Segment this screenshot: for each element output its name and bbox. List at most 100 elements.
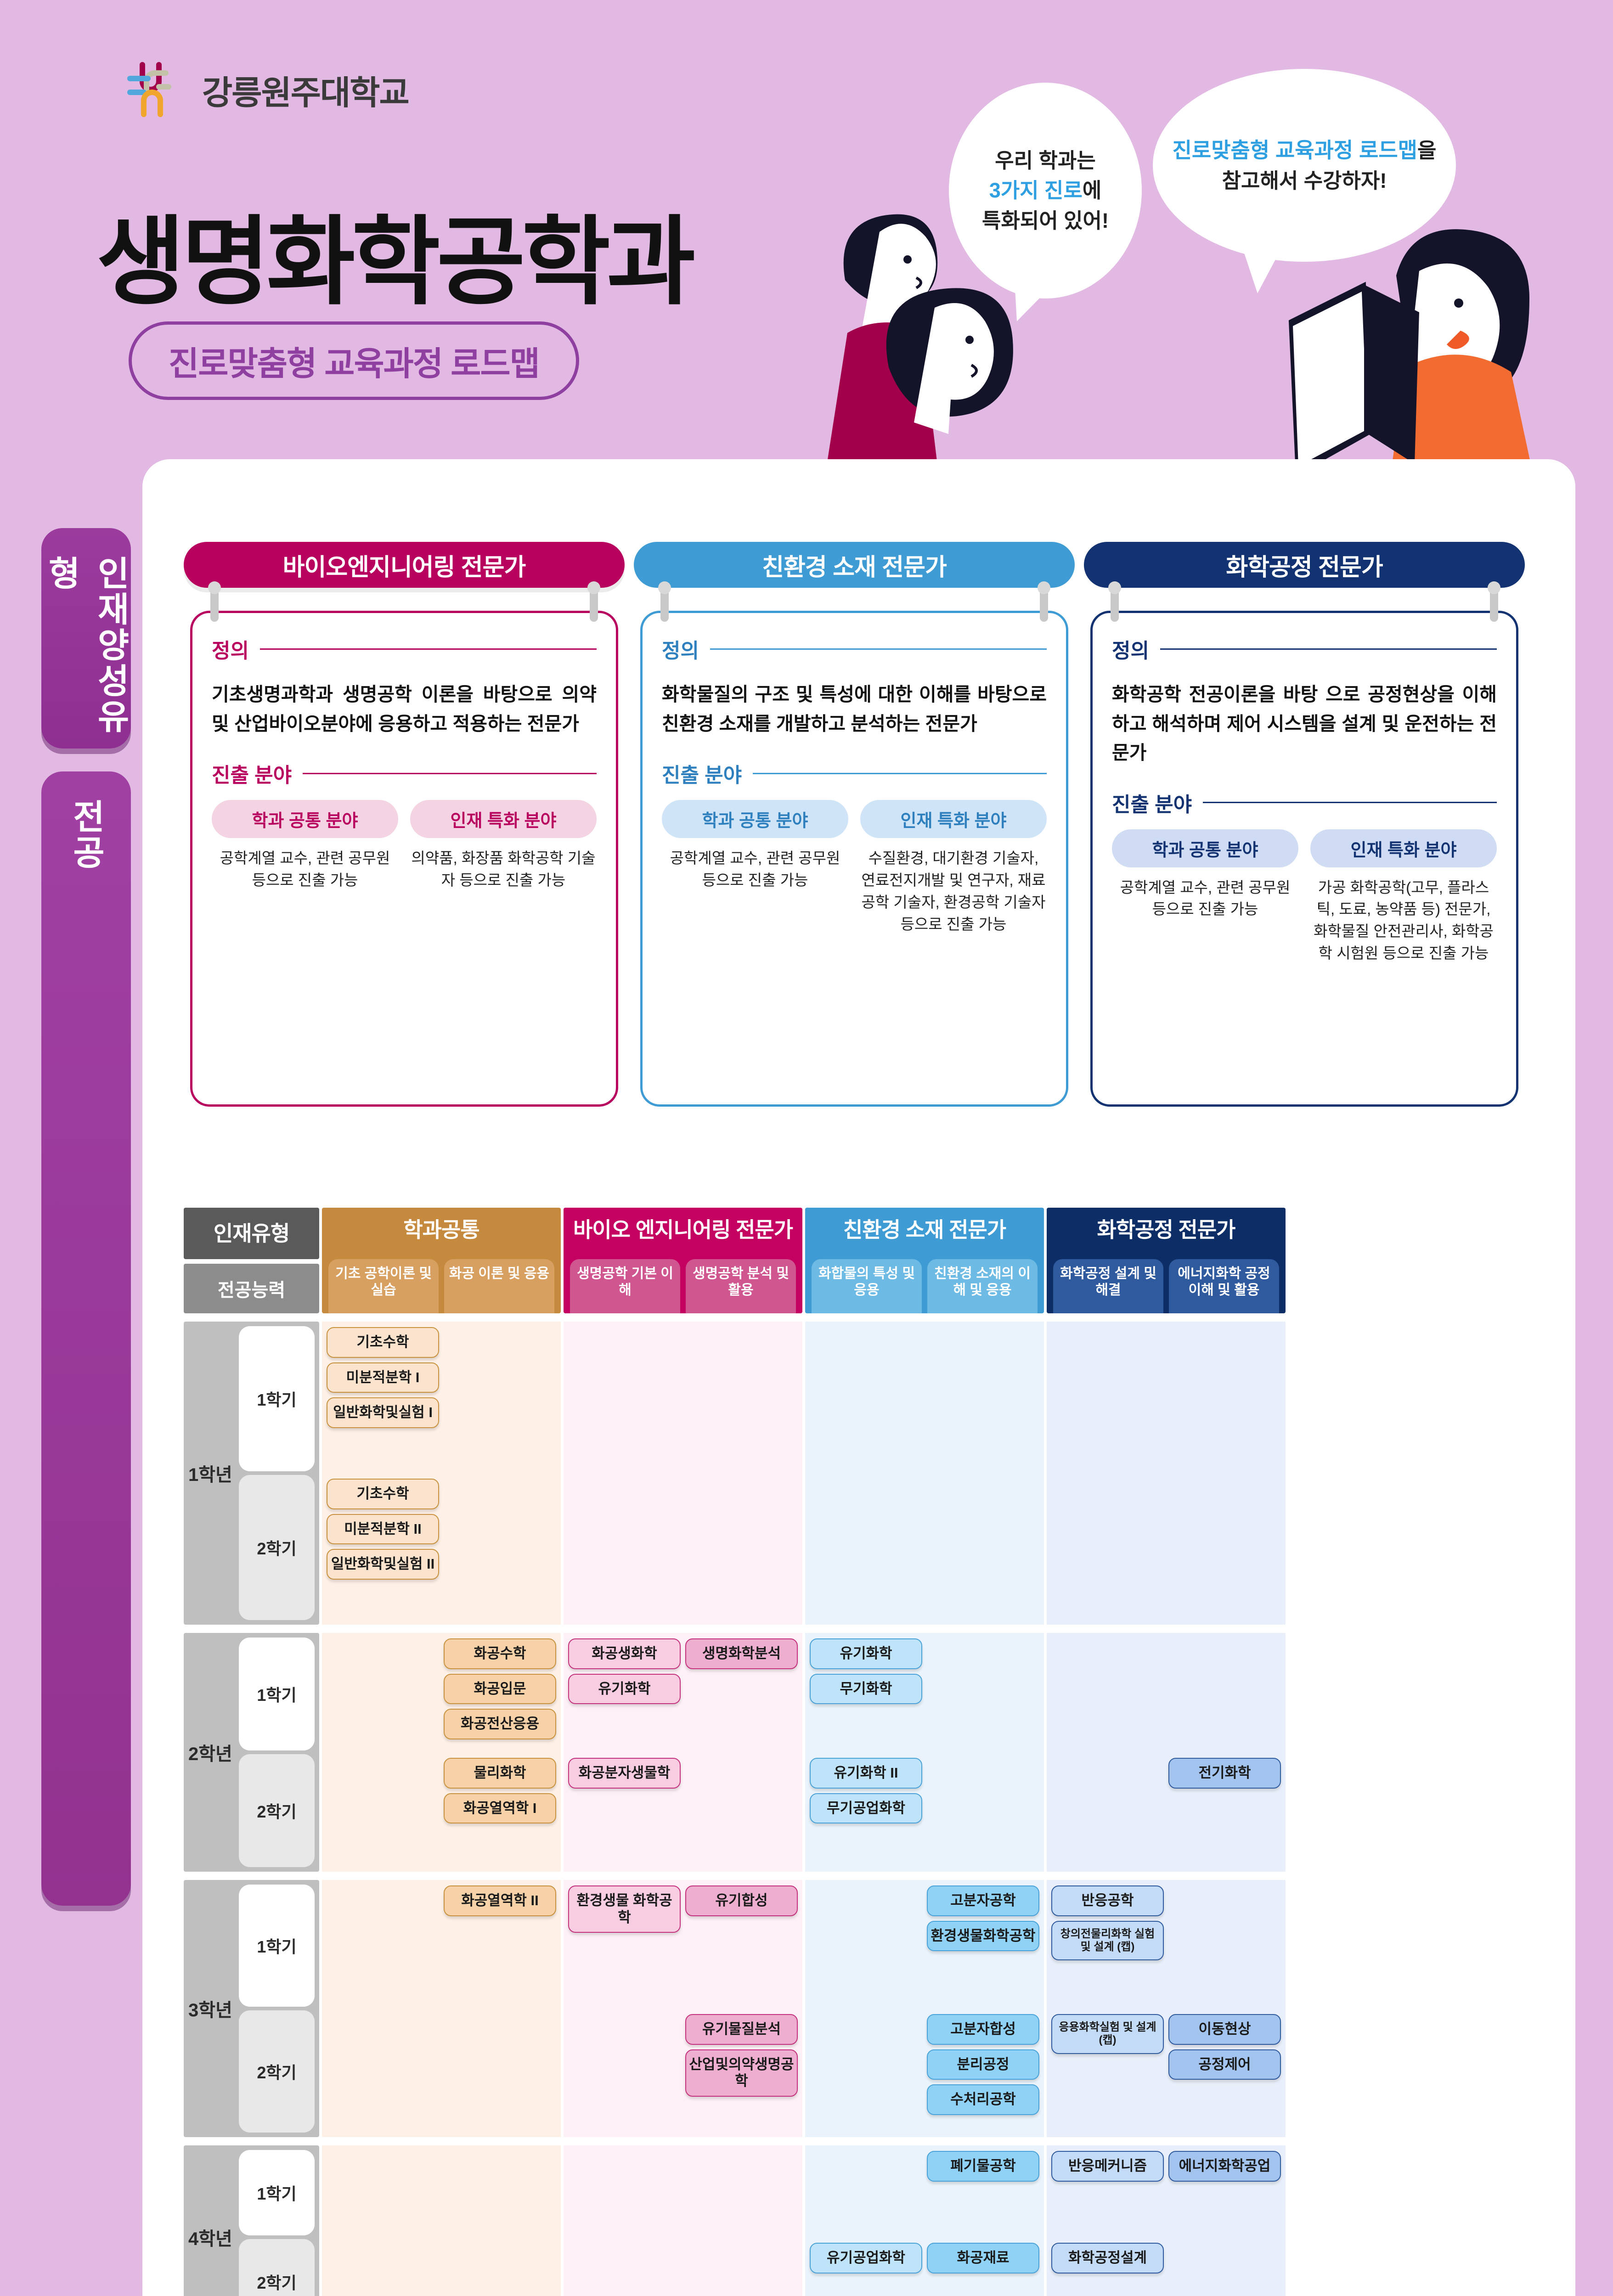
- curriculum-lane-bio: [564, 2145, 802, 2296]
- chip-common-1: 학과 공통 분야: [662, 800, 848, 838]
- header-col-bio: 바이오 엔지니어링 전문가 생명공학 기본 이해 생명공학 분석 및 활용: [564, 1208, 802, 1313]
- course-chip[interactable]: 응용화학실험 및 설계 (캡): [1051, 2014, 1164, 2054]
- lane-half-sem1: 환경생물 화학공학 유기합성: [564, 1880, 802, 2009]
- course-chip[interactable]: 수처리공학: [927, 2084, 1039, 2115]
- rule-line: [1160, 648, 1497, 650]
- course-chip[interactable]: 미분적분학 I: [327, 1362, 439, 1393]
- course-chip[interactable]: 화공재료: [927, 2243, 1039, 2273]
- year-label: 4학년: [188, 2229, 232, 2249]
- course-chip[interactable]: 일반화학및실험 II: [327, 1549, 439, 1580]
- page-header: 강릉원주대학교 생명화학공학과 진로맞춤형 교육과정 로드맵: [0, 0, 1613, 501]
- course-chip[interactable]: 반응메커니즘: [1051, 2151, 1164, 2182]
- year-label: 2학년: [188, 1744, 232, 1764]
- year-label-cell: 2학년 1학기 2학기: [184, 1633, 319, 1872]
- course-chip[interactable]: 화공열역학 II: [444, 1885, 556, 1916]
- year-label-cell: 1학년 1학기 2학기: [184, 1322, 319, 1625]
- course-chip[interactable]: 유기화학: [568, 1673, 681, 1705]
- definition-label-2: 정의: [1112, 640, 1149, 662]
- course-chip[interactable]: 에너지화학공업: [1168, 2151, 1281, 2182]
- expert-card-title-2: 화학공정 전문가: [1084, 542, 1525, 588]
- course-chip[interactable]: 화학공정설계: [1051, 2243, 1164, 2273]
- header-col-chem: 화학공정 전문가 화학공정 설계 및 해결 에너지화학 공정 이해 및 활용: [1047, 1208, 1286, 1313]
- course-chip[interactable]: 고분자공학: [927, 1885, 1039, 1916]
- course-chip[interactable]: 화공열역학 I: [444, 1793, 556, 1824]
- speech-bubble-students: 우리 학과는 3가지 진로에 특화되어 있어!: [949, 83, 1142, 298]
- chip-special-text-1: 수질환경, 대기환경 기술자, 연료전지개발 및 연구자, 재료공학 기술자, …: [861, 850, 1046, 933]
- course-chip[interactable]: 환경생물화학공학: [927, 1920, 1039, 1952]
- lane-half-sem2: [322, 2009, 561, 2137]
- student-female-illustration: [886, 288, 1013, 434]
- course-chip[interactable]: 공정제어: [1168, 2049, 1281, 2080]
- curriculum-lane-common: [322, 2145, 561, 2296]
- course-chip[interactable]: 유기물질분석: [685, 2014, 798, 2045]
- course-chip[interactable]: 미분적분학 II: [327, 1514, 439, 1545]
- course-subcolumn: 유기합성: [685, 1885, 798, 1916]
- course-chip[interactable]: 물리화학: [444, 1758, 556, 1789]
- year-label-cell: 3학년 1학기 2학기: [184, 1880, 319, 2137]
- roadmap-badge: 진로맞춤형 교육과정 로드맵: [129, 321, 579, 400]
- course-chip[interactable]: 생명화학분석: [685, 1638, 798, 1669]
- course-chip[interactable]: 분리공정: [927, 2049, 1039, 2080]
- course-chip[interactable]: 반응공학: [1051, 1885, 1164, 1916]
- sidebar-tab-talent-type[interactable]: 인재양성유형: [41, 528, 131, 748]
- lane-half-sem2: [564, 2237, 802, 2296]
- course-chip[interactable]: 유기화학 II: [810, 1758, 922, 1789]
- lane-half-sem1: [1047, 1633, 1286, 1752]
- lane-half-sem1: 화공열역학 II: [322, 1880, 561, 2009]
- lane-half-sem2: [805, 1473, 1044, 1625]
- course-chip[interactable]: 이동현상: [1168, 2014, 1281, 2045]
- course-chip[interactable]: 전기화학: [1168, 1758, 1281, 1789]
- semester-2-label: 2학기: [239, 1754, 315, 1867]
- course-subcolumn: 전기화학: [1168, 1758, 1281, 1789]
- lane-half-sem1: [1047, 1322, 1286, 1473]
- course-chip[interactable]: 기초수학: [327, 1327, 439, 1358]
- course-subcolumn: 생명화학분석: [685, 1638, 798, 1669]
- course-chip[interactable]: 무기공업화학: [810, 1793, 922, 1824]
- course-chip[interactable]: 무기화학: [810, 1673, 922, 1705]
- curriculum-year-row: 4학년 1학기 2학기 폐기물공학 유기공업화학 화공재료 반응메커니즘 에너지화학공업 화학공…: [184, 2145, 1557, 2296]
- course-chip[interactable]: 폐기물공학: [927, 2151, 1039, 2182]
- course-chip[interactable]: 유기합성: [685, 1885, 798, 1916]
- course-chip[interactable]: 화공수학: [444, 1638, 556, 1669]
- gangneung-wonju-logo-icon: [127, 62, 171, 117]
- course-chip[interactable]: 환경생물 화학공학: [568, 1885, 681, 1933]
- pin-left-icon: [1108, 581, 1121, 622]
- course-chip[interactable]: 화공생화학: [568, 1638, 681, 1669]
- lane-half-sem2: 화학공정설계: [1047, 2237, 1286, 2296]
- page-title: 생명화학공학과: [96, 208, 695, 316]
- course-chip[interactable]: 기초수학: [327, 1479, 439, 1509]
- course-chip[interactable]: 고분자합성: [927, 2014, 1039, 2045]
- lane-half-sem1: 폐기물공학: [805, 2145, 1044, 2237]
- sidebar-tab-major[interactable]: 전공: [41, 771, 131, 1906]
- course-chip[interactable]: 유기공업화학: [810, 2243, 922, 2273]
- course-subcolumn: 화공분자생물학: [568, 1758, 681, 1789]
- course-chip[interactable]: 일반화학및실험 I: [327, 1397, 439, 1428]
- course-subcolumn: 유기공업화학: [810, 2243, 922, 2273]
- course-chip[interactable]: 화공입문: [444, 1673, 556, 1705]
- year-label: 3학년: [188, 2000, 232, 2020]
- definition-label-1: 정의: [662, 640, 699, 662]
- semester-1-label: 1학기: [239, 1638, 315, 1750]
- course-chip[interactable]: 유기화학: [810, 1638, 922, 1669]
- expert-card-bioengineering: 바이오엔지니어링 전문가 정의 기초생명과학과 생명공학 이론을 바탕으로 의약…: [184, 542, 625, 1111]
- course-chip[interactable]: 창의전물리화학 실험 및 설계 (캡): [1051, 1920, 1164, 1961]
- field-label-0: 진출 분야: [212, 764, 292, 787]
- header-sub-bio-1: 생명공학 분석 및 활용: [686, 1259, 796, 1313]
- course-chip[interactable]: 화공분자생물학: [568, 1758, 681, 1789]
- course-chip[interactable]: 화공전산응용: [444, 1709, 556, 1739]
- course-chip[interactable]: 산업및의약생명공학: [685, 2049, 798, 2097]
- header-sub-eco-0: 화합물의 특성 및 응용: [812, 1259, 922, 1313]
